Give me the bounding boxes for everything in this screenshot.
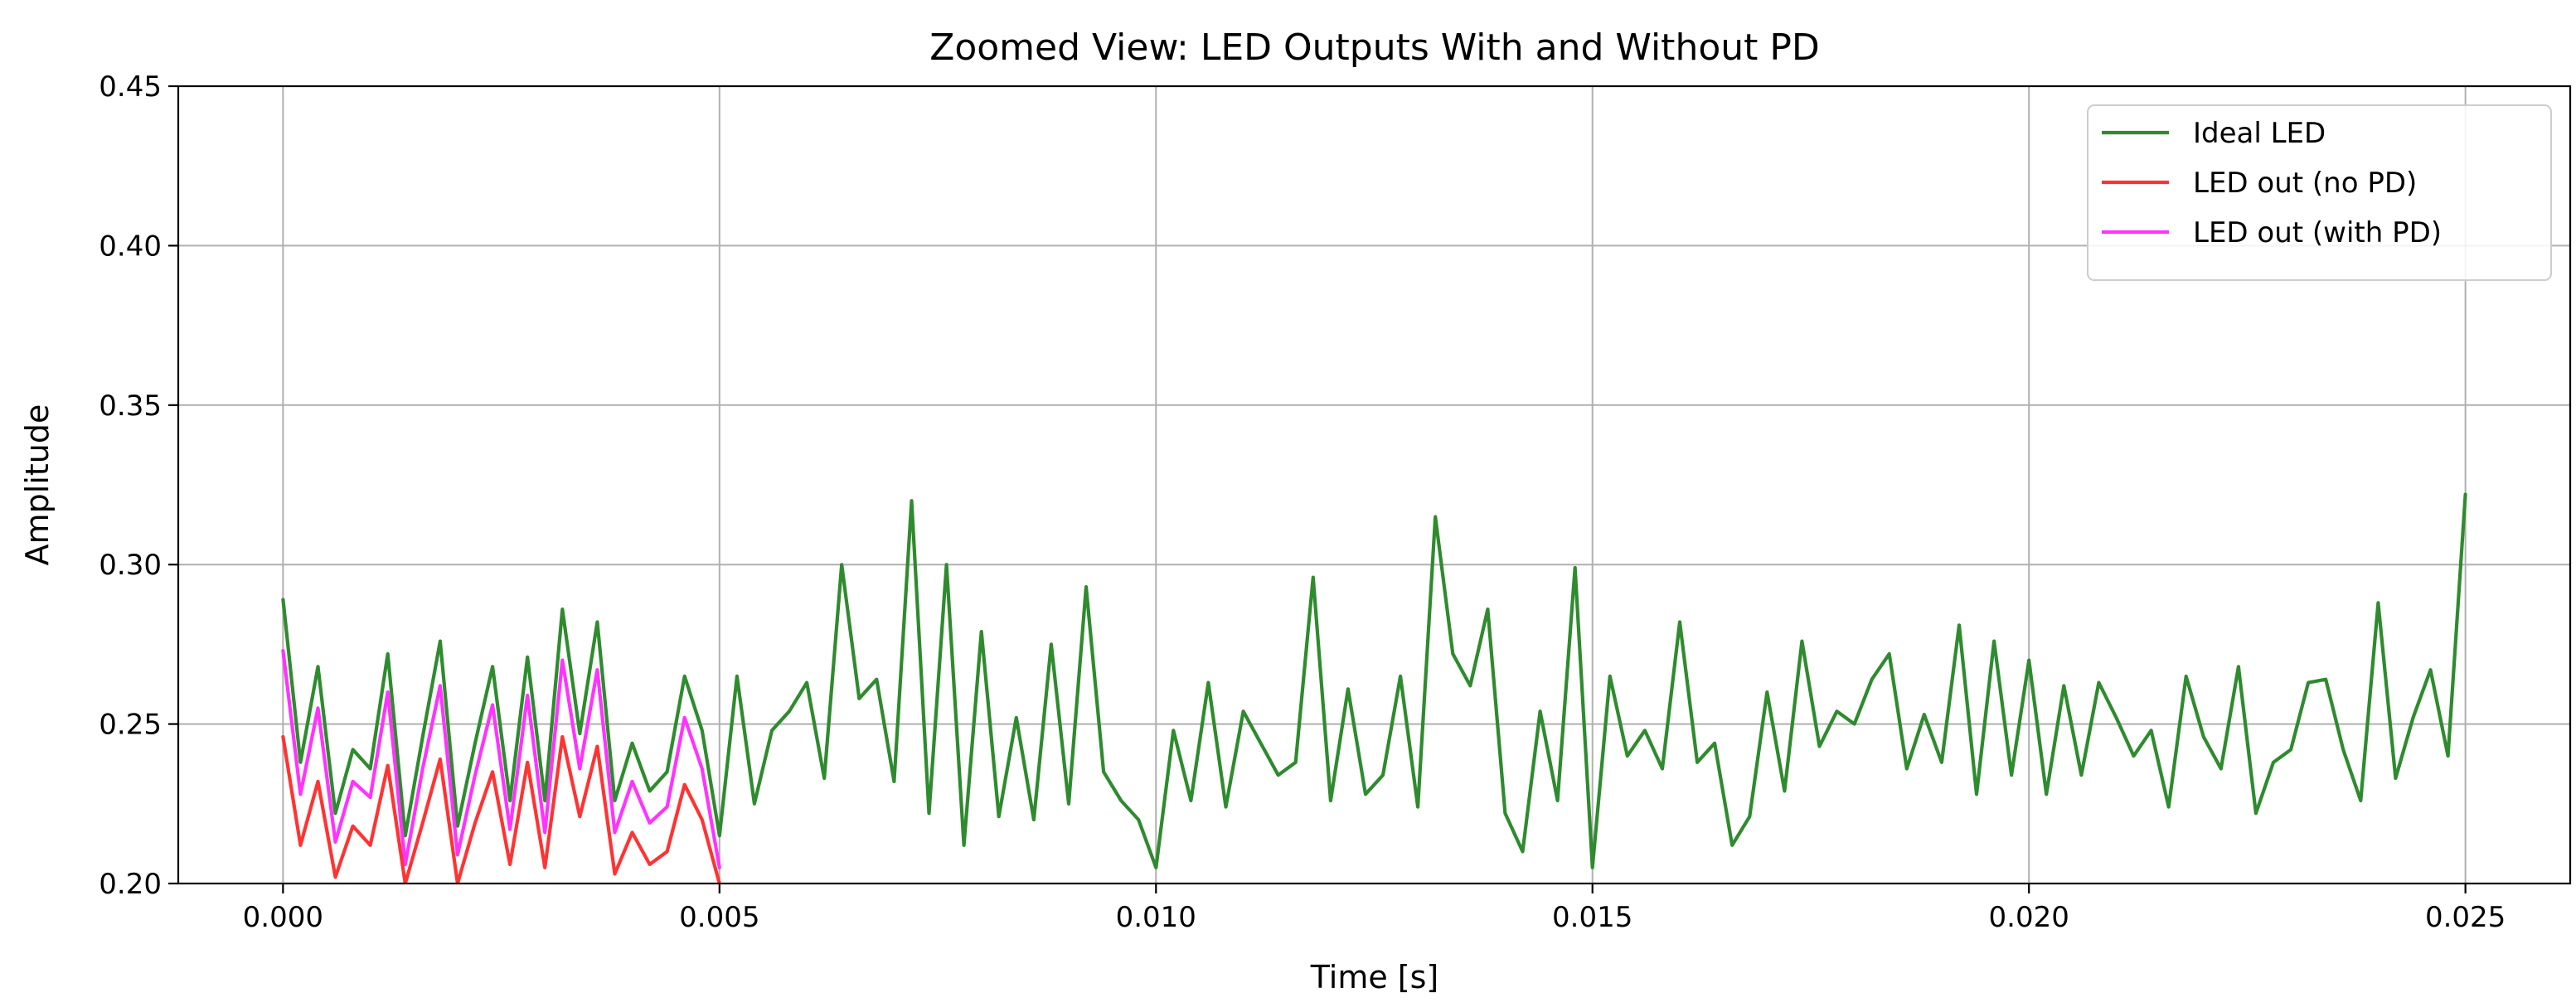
- legend-label: LED out (with PD): [2193, 216, 2442, 249]
- x-tick-label: 0.000: [243, 901, 323, 934]
- legend-label: LED out (no PD): [2193, 167, 2417, 200]
- y-tick-label: 0.40: [99, 230, 162, 263]
- y-tick-label: 0.30: [99, 549, 162, 582]
- x-tick-label: 0.005: [679, 901, 759, 934]
- series-layer: [281, 492, 2467, 884]
- y-tick-label: 0.20: [99, 868, 162, 901]
- x-tick-label: 0.025: [2425, 901, 2506, 934]
- legend-label: Ideal LED: [2193, 117, 2326, 150]
- x-tick-label: 0.010: [1116, 901, 1196, 934]
- chart-title: Zoomed View: LED Outputs With and Withou…: [929, 27, 1820, 69]
- x-tick-label: 0.015: [1552, 901, 1632, 934]
- ticks-layer: 0.000 0.005 0.010 0.015 0.020 0.025 0.20 0.25 0.…: [99, 70, 2506, 934]
- legend: Ideal LED LED out (no PD) LED out (with PD…: [2087, 104, 2552, 281]
- series-line-2: [281, 734, 721, 884]
- legend-box: [2087, 104, 2552, 281]
- y-tick-label: 0.45: [99, 70, 162, 104]
- x-tick-label: 0.020: [1989, 901, 2069, 934]
- plot-frame: [177, 85, 2572, 885]
- y-tick-label: 0.35: [99, 390, 162, 423]
- y-axis-label: Amplitude: [19, 404, 56, 566]
- series-line-1: [281, 492, 2467, 869]
- x-axis-label: Time [s]: [1310, 959, 1439, 995]
- y-tick-label: 0.25: [99, 709, 162, 742]
- series-line-3: [281, 648, 721, 869]
